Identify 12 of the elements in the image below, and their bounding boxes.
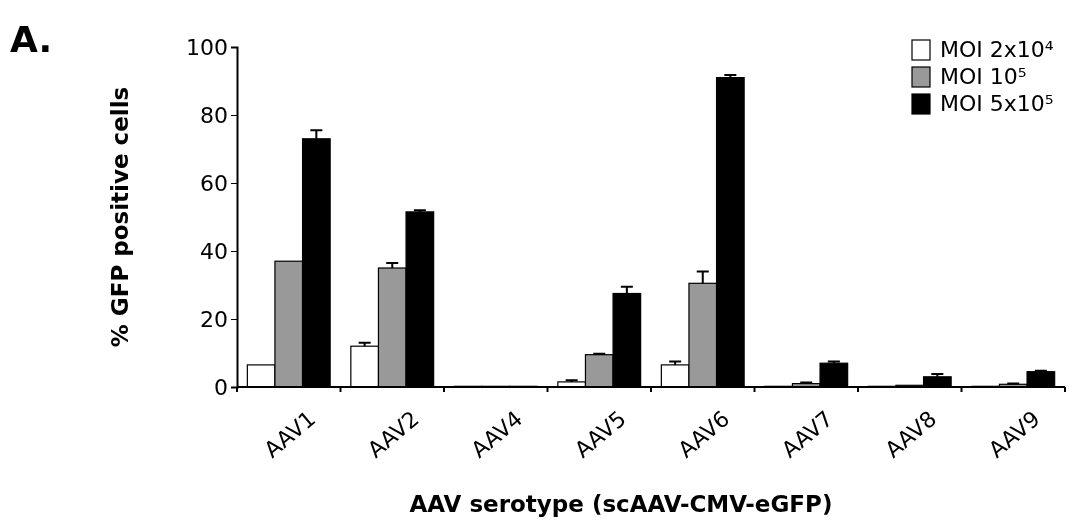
text: A. bbox=[10, 19, 53, 60]
legend-label: MOI 5x10⁵ bbox=[940, 91, 1054, 116]
y-axis-title: % GFP positive cells bbox=[107, 86, 133, 348]
y-tick-label: 80 bbox=[200, 102, 228, 128]
x-axis-title: AAV serotype (scAAV-CMV-eGFP) bbox=[409, 491, 833, 517]
legend-label: MOI 2x10⁴ bbox=[940, 37, 1054, 62]
y-tick-label: 100 bbox=[186, 34, 228, 60]
y-tick-label: 60 bbox=[200, 170, 228, 196]
y-tick-label: 0 bbox=[214, 374, 228, 400]
y-tick-label: 20 bbox=[200, 306, 228, 332]
y-tick-label: 40 bbox=[200, 238, 228, 264]
legend-label: MOI 10⁵ bbox=[940, 64, 1027, 89]
